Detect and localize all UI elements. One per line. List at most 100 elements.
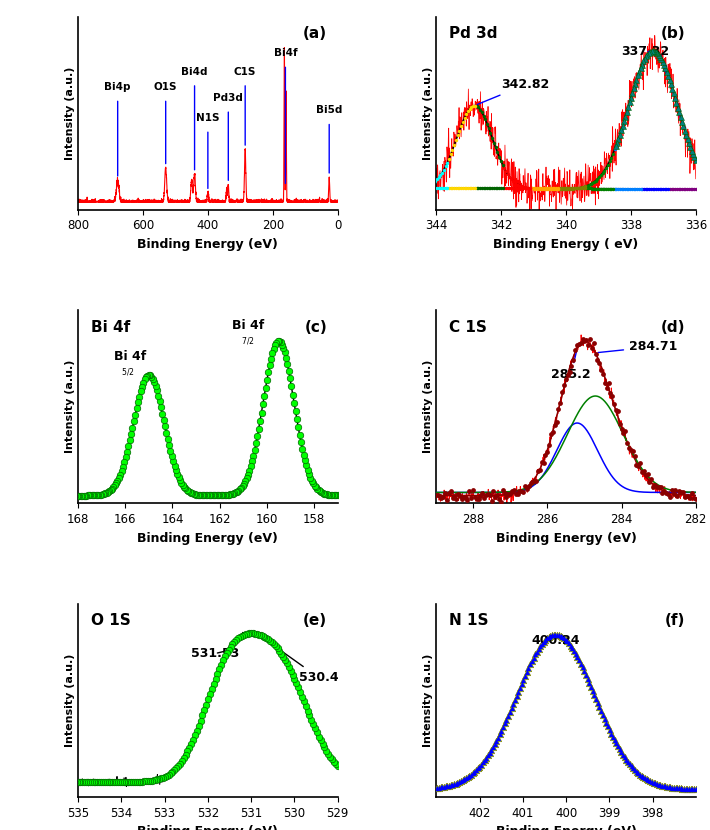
Point — [490, 491, 501, 504]
Point — [263, 366, 274, 379]
Point — [642, 182, 653, 195]
Point — [168, 455, 179, 468]
Point — [668, 781, 679, 794]
Point — [127, 421, 138, 434]
Point — [114, 468, 126, 481]
Point — [324, 488, 335, 501]
Point — [158, 771, 169, 784]
Point — [251, 627, 263, 641]
Point — [665, 77, 677, 90]
Point — [95, 775, 106, 788]
Point — [454, 124, 465, 137]
Point — [527, 475, 538, 488]
Point — [271, 336, 282, 349]
Point — [668, 487, 679, 500]
Point — [417, 181, 429, 194]
Point — [447, 778, 458, 791]
Point — [472, 762, 484, 775]
Point — [159, 420, 170, 433]
Point — [287, 388, 298, 401]
Point — [646, 775, 657, 788]
Point — [260, 381, 271, 394]
Point — [477, 756, 488, 769]
Point — [646, 45, 657, 58]
Point — [72, 489, 84, 502]
Point — [561, 183, 572, 196]
Point — [133, 775, 144, 788]
Point — [486, 743, 497, 756]
Point — [322, 747, 334, 760]
Point — [92, 489, 103, 502]
Point — [309, 479, 320, 492]
Point — [430, 488, 442, 501]
Point — [169, 459, 180, 472]
Point — [510, 488, 521, 501]
Point — [552, 628, 563, 642]
Point — [616, 745, 627, 759]
Point — [238, 477, 249, 491]
Text: 284.71: 284.71 — [598, 340, 677, 354]
Point — [564, 182, 576, 195]
Point — [139, 373, 151, 386]
Point — [671, 183, 682, 196]
Point — [683, 782, 694, 795]
Point — [488, 485, 499, 498]
Point — [538, 635, 550, 648]
Point — [623, 441, 635, 454]
Point — [630, 459, 642, 472]
Point — [561, 182, 572, 195]
Point — [534, 463, 545, 476]
Point — [602, 182, 613, 195]
Point — [203, 489, 214, 502]
Point — [589, 688, 600, 701]
Point — [82, 489, 93, 502]
Point — [680, 782, 692, 795]
Point — [683, 136, 694, 149]
Point — [662, 69, 674, 82]
Point — [628, 81, 640, 95]
Point — [585, 178, 596, 191]
Point — [599, 712, 610, 725]
Point — [192, 488, 203, 501]
Point — [540, 633, 551, 647]
Point — [643, 774, 654, 787]
Point — [166, 450, 178, 463]
Point — [642, 48, 653, 61]
Point — [651, 778, 662, 791]
Point — [464, 102, 476, 115]
Point — [526, 182, 537, 195]
Point — [538, 183, 550, 196]
Point — [673, 103, 684, 116]
Point — [519, 181, 530, 194]
Point — [217, 654, 229, 667]
Point — [612, 740, 623, 753]
Point — [279, 346, 290, 359]
Point — [310, 722, 321, 735]
Point — [281, 657, 293, 670]
Point — [520, 669, 531, 682]
Point — [638, 53, 650, 66]
Point — [582, 672, 594, 686]
Point — [283, 364, 295, 378]
Point — [484, 746, 496, 759]
Point — [690, 493, 701, 506]
Point — [275, 647, 287, 661]
Point — [591, 182, 603, 195]
Point — [650, 46, 662, 59]
Point — [479, 181, 491, 194]
Point — [683, 490, 694, 503]
Point — [421, 782, 432, 795]
Point — [159, 770, 170, 784]
Point — [667, 85, 679, 99]
Point — [650, 777, 661, 790]
Y-axis label: Intensity (a.u.): Intensity (a.u.) — [65, 66, 75, 160]
Point — [452, 129, 464, 142]
Point — [430, 781, 441, 794]
Point — [605, 387, 616, 400]
Point — [88, 775, 99, 788]
Point — [237, 479, 248, 492]
Point — [628, 761, 639, 774]
Point — [477, 756, 488, 769]
Point — [90, 489, 102, 502]
Point — [54, 775, 65, 788]
